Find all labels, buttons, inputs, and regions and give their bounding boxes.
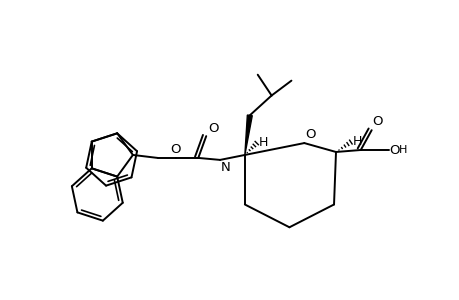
Text: O: O <box>305 128 315 141</box>
Text: O: O <box>389 143 399 157</box>
Polygon shape <box>244 115 252 155</box>
Text: N: N <box>221 161 230 174</box>
Text: O: O <box>170 143 180 156</box>
Text: H: H <box>258 136 268 148</box>
Text: H: H <box>397 145 406 155</box>
Text: H: H <box>352 135 361 148</box>
Text: O: O <box>372 115 382 128</box>
Text: O: O <box>208 122 218 135</box>
